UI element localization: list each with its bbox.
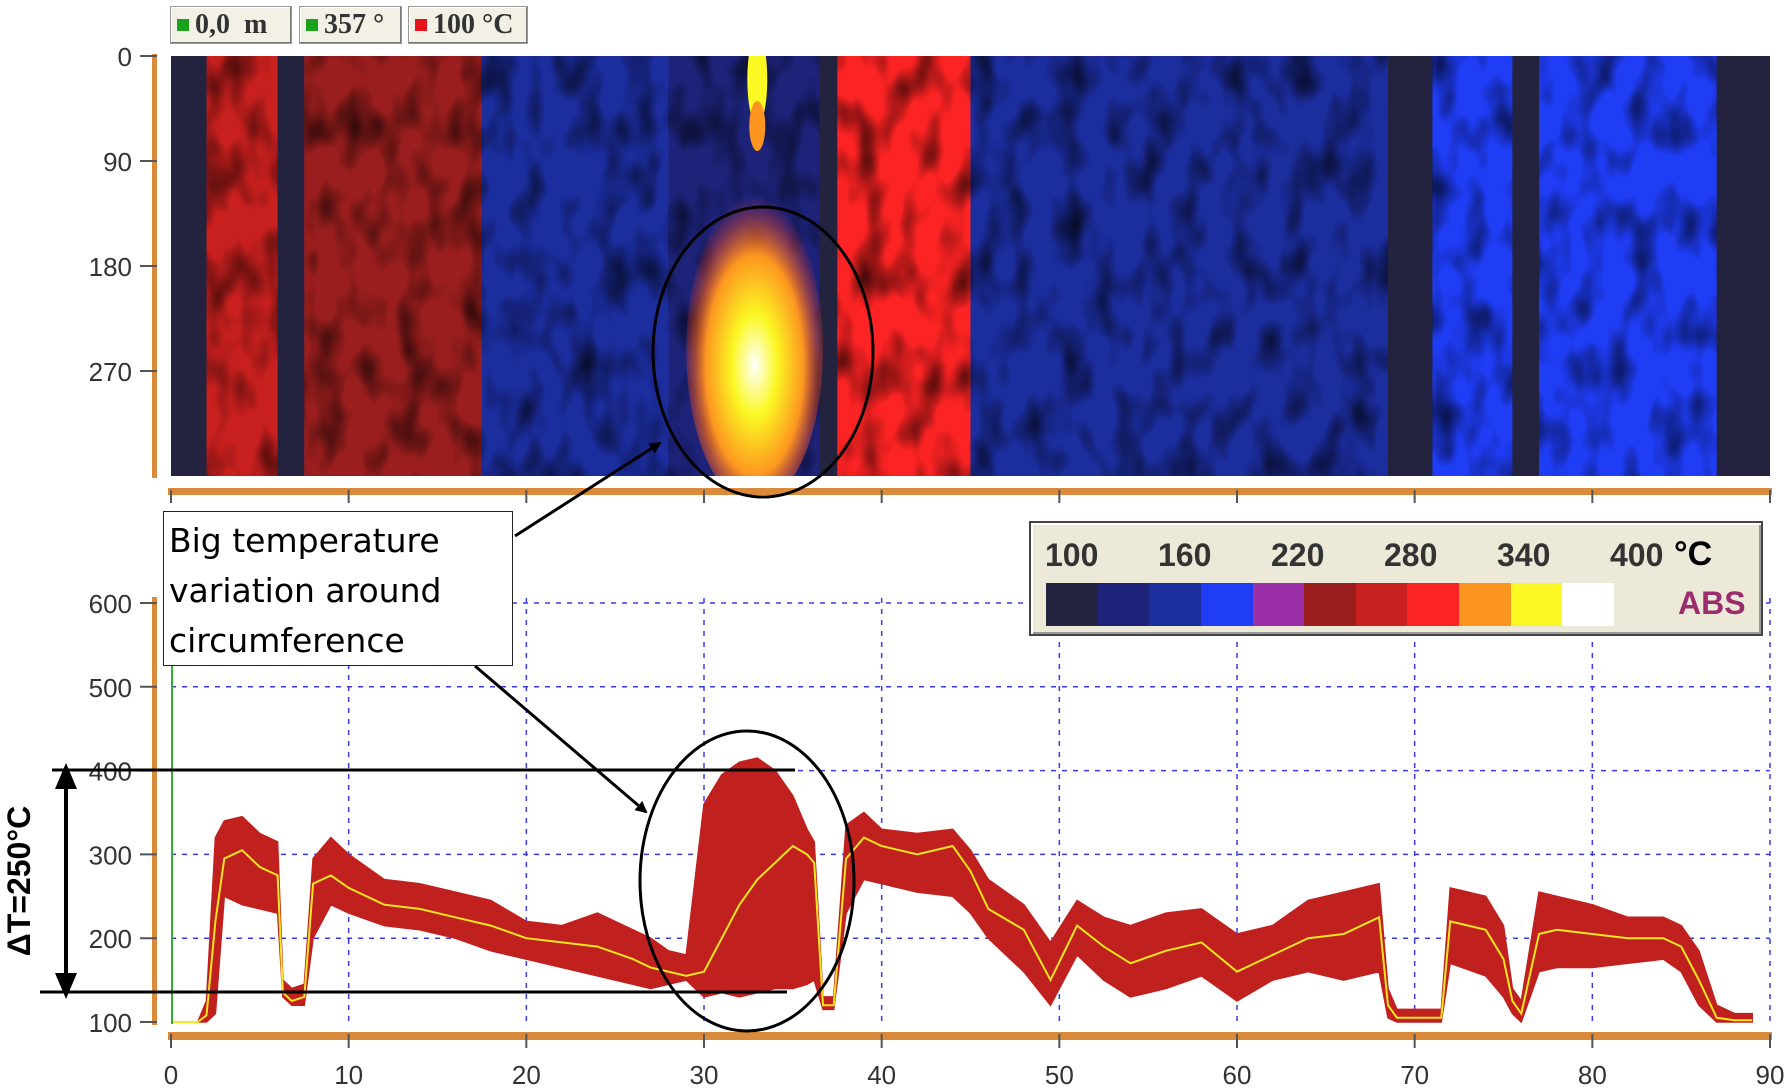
heatmap-y-tick-label: 270	[89, 357, 132, 387]
legend-swatch	[1562, 583, 1614, 626]
heatmap-texture	[304, 56, 482, 476]
legend-value: 160	[1158, 537, 1211, 574]
heatmap-hotspot-glow	[686, 196, 823, 504]
legend-value: 220	[1271, 537, 1324, 574]
legend-mode[interactable]: ABS	[1678, 585, 1746, 622]
delta-label: ΔT=250°C	[1, 806, 37, 957]
line-x-tick-label: 30	[690, 1060, 719, 1090]
callout-arrow-lower	[475, 666, 646, 812]
line-x-tick-label: 20	[512, 1060, 541, 1090]
line-x-tick-label: 50	[1045, 1060, 1074, 1090]
line-y-tick-label: 500	[89, 673, 132, 703]
legend-swatch	[1304, 583, 1356, 626]
heatmap-band	[819, 56, 837, 476]
line-x-tick-label: 90	[1756, 1060, 1785, 1090]
line-y-tick-label: 300	[89, 840, 132, 870]
line-chart-series	[171, 758, 1752, 1022]
heatmap-band	[1388, 56, 1433, 476]
line-x-axis-bar	[168, 1032, 1772, 1040]
legend-value: 400	[1610, 537, 1663, 574]
heatmap-y-tick-label: 180	[89, 252, 132, 282]
legend-value: 100	[1045, 537, 1098, 574]
heatmap-band	[171, 56, 207, 476]
heatmap-y-tick-label: 90	[103, 147, 132, 177]
heatmap-band	[1512, 56, 1539, 476]
heatmap-band	[1717, 56, 1771, 476]
legend-swatch	[1201, 583, 1253, 626]
legend-swatch	[1149, 583, 1201, 626]
heatmap-y-tick-label: 0	[118, 42, 132, 72]
heatmap-texture	[1539, 56, 1717, 476]
line-x-tick-label: 80	[1578, 1060, 1607, 1090]
callout-line: circumference	[169, 616, 507, 666]
legend-swatch	[1253, 583, 1305, 626]
line-y-tick-label: 600	[89, 589, 132, 619]
heatmap-band	[278, 56, 305, 476]
temperature-range-band	[171, 758, 1752, 1022]
legend-swatch	[1098, 583, 1150, 626]
legend-swatch	[1407, 583, 1459, 626]
heatmap-texture	[482, 56, 669, 476]
line-y-tick-label: 200	[89, 924, 132, 954]
heatmap-x-axis-bar	[168, 488, 1772, 495]
line-x-tick-label: 40	[867, 1060, 896, 1090]
heatmap-hotspot-streak	[749, 101, 765, 151]
legend-color-bar	[1046, 583, 1614, 626]
legend-swatch	[1459, 583, 1511, 626]
line-x-tick-label: 70	[1400, 1060, 1429, 1090]
legend-unit: °C	[1674, 535, 1712, 574]
line-y-axis-bar	[152, 597, 157, 1025]
legend-swatch	[1356, 583, 1408, 626]
callout-box: Big temperature variation around circumf…	[163, 511, 513, 666]
color-scale-legend: 100 160 220 280 340 400 °C ABS	[1029, 521, 1763, 636]
callout-line: variation around	[169, 566, 507, 616]
legend-value: 340	[1497, 537, 1550, 574]
heatmap-bands	[171, 56, 1771, 476]
line-y-tick-label: 400	[89, 757, 132, 787]
heatmap-texture	[971, 56, 1389, 476]
legend-swatch	[1511, 583, 1563, 626]
line-y-tick-label: 100	[89, 1008, 132, 1038]
heatmap-texture	[207, 56, 278, 476]
line-x-tick-label: 60	[1223, 1060, 1252, 1090]
heatmap-texture	[837, 56, 970, 476]
legend-swatch	[1046, 583, 1098, 626]
line-x-tick-label: 0	[164, 1060, 178, 1090]
line-x-tick-label: 10	[334, 1060, 363, 1090]
callout-line: Big temperature	[169, 516, 507, 566]
heatmap-texture	[1432, 56, 1512, 476]
legend-value: 280	[1384, 537, 1437, 574]
